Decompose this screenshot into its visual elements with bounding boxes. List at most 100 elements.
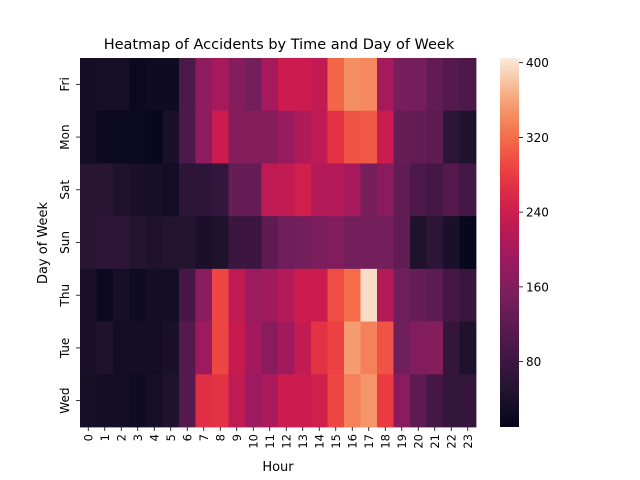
heatmap-cell-sun-7 [195,216,213,270]
heatmap-cell-sun-10 [245,216,262,270]
heatmap-cell-mon-17 [360,110,378,164]
heatmap-cell-sat-15 [327,163,345,217]
heatmap-cell-wed-3 [129,374,147,428]
heatmap-cell-sat-9 [228,163,246,217]
heatmap-cell-fri-19 [393,58,411,112]
heatmap-cell-thu-21 [426,268,444,322]
heatmap-cell-tue-22 [443,321,460,375]
heatmap-cell-sat-11 [261,163,279,217]
heatmap-cell-sat-16 [344,163,361,217]
heatmap-cell-wed-20 [410,374,427,428]
heatmap-cell-sun-11 [261,216,279,270]
y-axis-ticks: Fri Mon Sat Sun Thu Tue Wed [58,77,80,414]
heatmap-cell-thu-22 [443,268,460,322]
heatmap-cell-wed-5 [162,374,180,428]
x-axis-ticks: 0 1 2 3 4 5 6 7 8 9 10 11 12 13 14 15 16 17 18 19 20 21 22 23 [81,427,475,449]
heatmap-cell-fri-18 [377,58,394,112]
heatmap-cell-mon-21 [426,110,444,164]
heatmap-cell-fri-1 [96,58,114,112]
heatmap-cell-sun-16 [344,216,361,270]
heatmap-cell-mon-12 [278,110,295,164]
heatmap-cell-fri-23 [459,58,477,112]
heatmap-cell-sun-20 [410,216,427,270]
heatmap-cell-mon-23 [459,110,477,164]
heatmap-cell-thu-2 [113,268,130,322]
heatmap-cell-sun-1 [96,216,114,270]
x-tick-label: 6 [180,434,194,441]
heatmap-cell-sat-23 [459,163,477,217]
heatmap-cell-fri-17 [360,58,378,112]
heatmap-cell-wed-16 [344,374,361,428]
heatmap-cell-sun-19 [393,216,411,270]
y-axis-label: Day of Week [36,201,51,284]
heatmap-cell-tue-16 [344,321,361,375]
heatmap-cell-fri-7 [195,58,213,112]
x-tick-label: 8 [213,434,227,441]
x-tick-label: 1 [98,434,112,441]
heatmap-cell-thu-9 [228,268,246,322]
heatmap-cell-sat-10 [245,163,262,217]
heatmap-cell-thu-18 [377,268,394,322]
heatmap-cell-sat-5 [162,163,180,217]
heatmap-cell-fri-4 [146,58,163,112]
heatmap-cell-mon-4 [146,110,163,164]
heatmap-cell-sun-22 [443,216,460,270]
heatmap-cell-thu-3 [129,268,147,322]
heatmap-cell-thu-8 [212,268,229,322]
heatmap-cell-sun-0 [80,216,97,270]
y-tick-label: Tue [58,338,72,360]
heatmap-cell-fri-0 [80,58,97,112]
heatmap-cell-mon-16 [344,110,361,164]
heatmap-cell-wed-14 [311,374,328,428]
x-tick-label: 3 [131,434,145,441]
heatmap-cell-wed-4 [146,374,163,428]
heatmap-cell-tue-9 [228,321,246,375]
heatmap-cell-mon-1 [96,110,114,164]
heatmap-cell-thu-5 [162,268,180,322]
x-tick-label: 10 [246,434,260,449]
heatmap-cell-thu-19 [393,268,411,322]
heatmap-cell-sun-12 [278,216,295,270]
colorbar-tick-label: 80 [526,355,541,369]
heatmap-cell-fri-5 [162,58,180,112]
heatmap-cell-tue-1 [96,321,114,375]
heatmap-cell-mon-20 [410,110,427,164]
colorbar-tick-label: 240 [526,206,549,220]
heatmap-cell-thu-12 [278,268,295,322]
x-tick-label: 18 [378,434,392,449]
heatmap-cell-fri-12 [278,58,295,112]
heatmap-cell-tue-4 [146,321,163,375]
heatmap-cell-wed-19 [393,374,411,428]
heatmap-cell-wed-18 [377,374,394,428]
colorbar: 80 160 240 320 400 [500,56,549,427]
heatmap-cell-fri-3 [129,58,147,112]
heatmap-cell-sat-14 [311,163,328,217]
heatmap-cell-wed-11 [261,374,279,428]
heatmap-cell-sat-2 [113,163,130,217]
colorbar-gradient [500,58,519,427]
x-tick-label: 2 [114,434,128,441]
x-tick-label: 4 [147,434,161,441]
heatmap-cell-tue-14 [311,321,328,375]
heatmap-cell-tue-13 [294,321,312,375]
heatmap-cell-tue-5 [162,321,180,375]
heatmap-cell-sun-14 [311,216,328,270]
heatmap-cell-sat-3 [129,163,147,217]
heatmap-cell-tue-0 [80,321,97,375]
heatmap-cell-wed-9 [228,374,246,428]
heatmap-cell-tue-2 [113,321,130,375]
heatmap-cell-tue-15 [327,321,345,375]
heatmap-cell-mon-15 [327,110,345,164]
heatmap-cell-thu-1 [96,268,114,322]
heatmap-cell-sun-2 [113,216,130,270]
heatmap-cell-thu-17 [360,268,378,322]
heatmap-cell-sun-4 [146,216,163,270]
heatmap-cell-sun-15 [327,216,345,270]
heatmap-cell-sat-12 [278,163,295,217]
x-tick-label: 23 [461,434,475,449]
heatmap-cell-wed-1 [96,374,114,428]
heatmap-cell-thu-13 [294,268,312,322]
heatmap-cell-fri-14 [311,58,328,112]
x-tick-label: 22 [444,434,458,449]
